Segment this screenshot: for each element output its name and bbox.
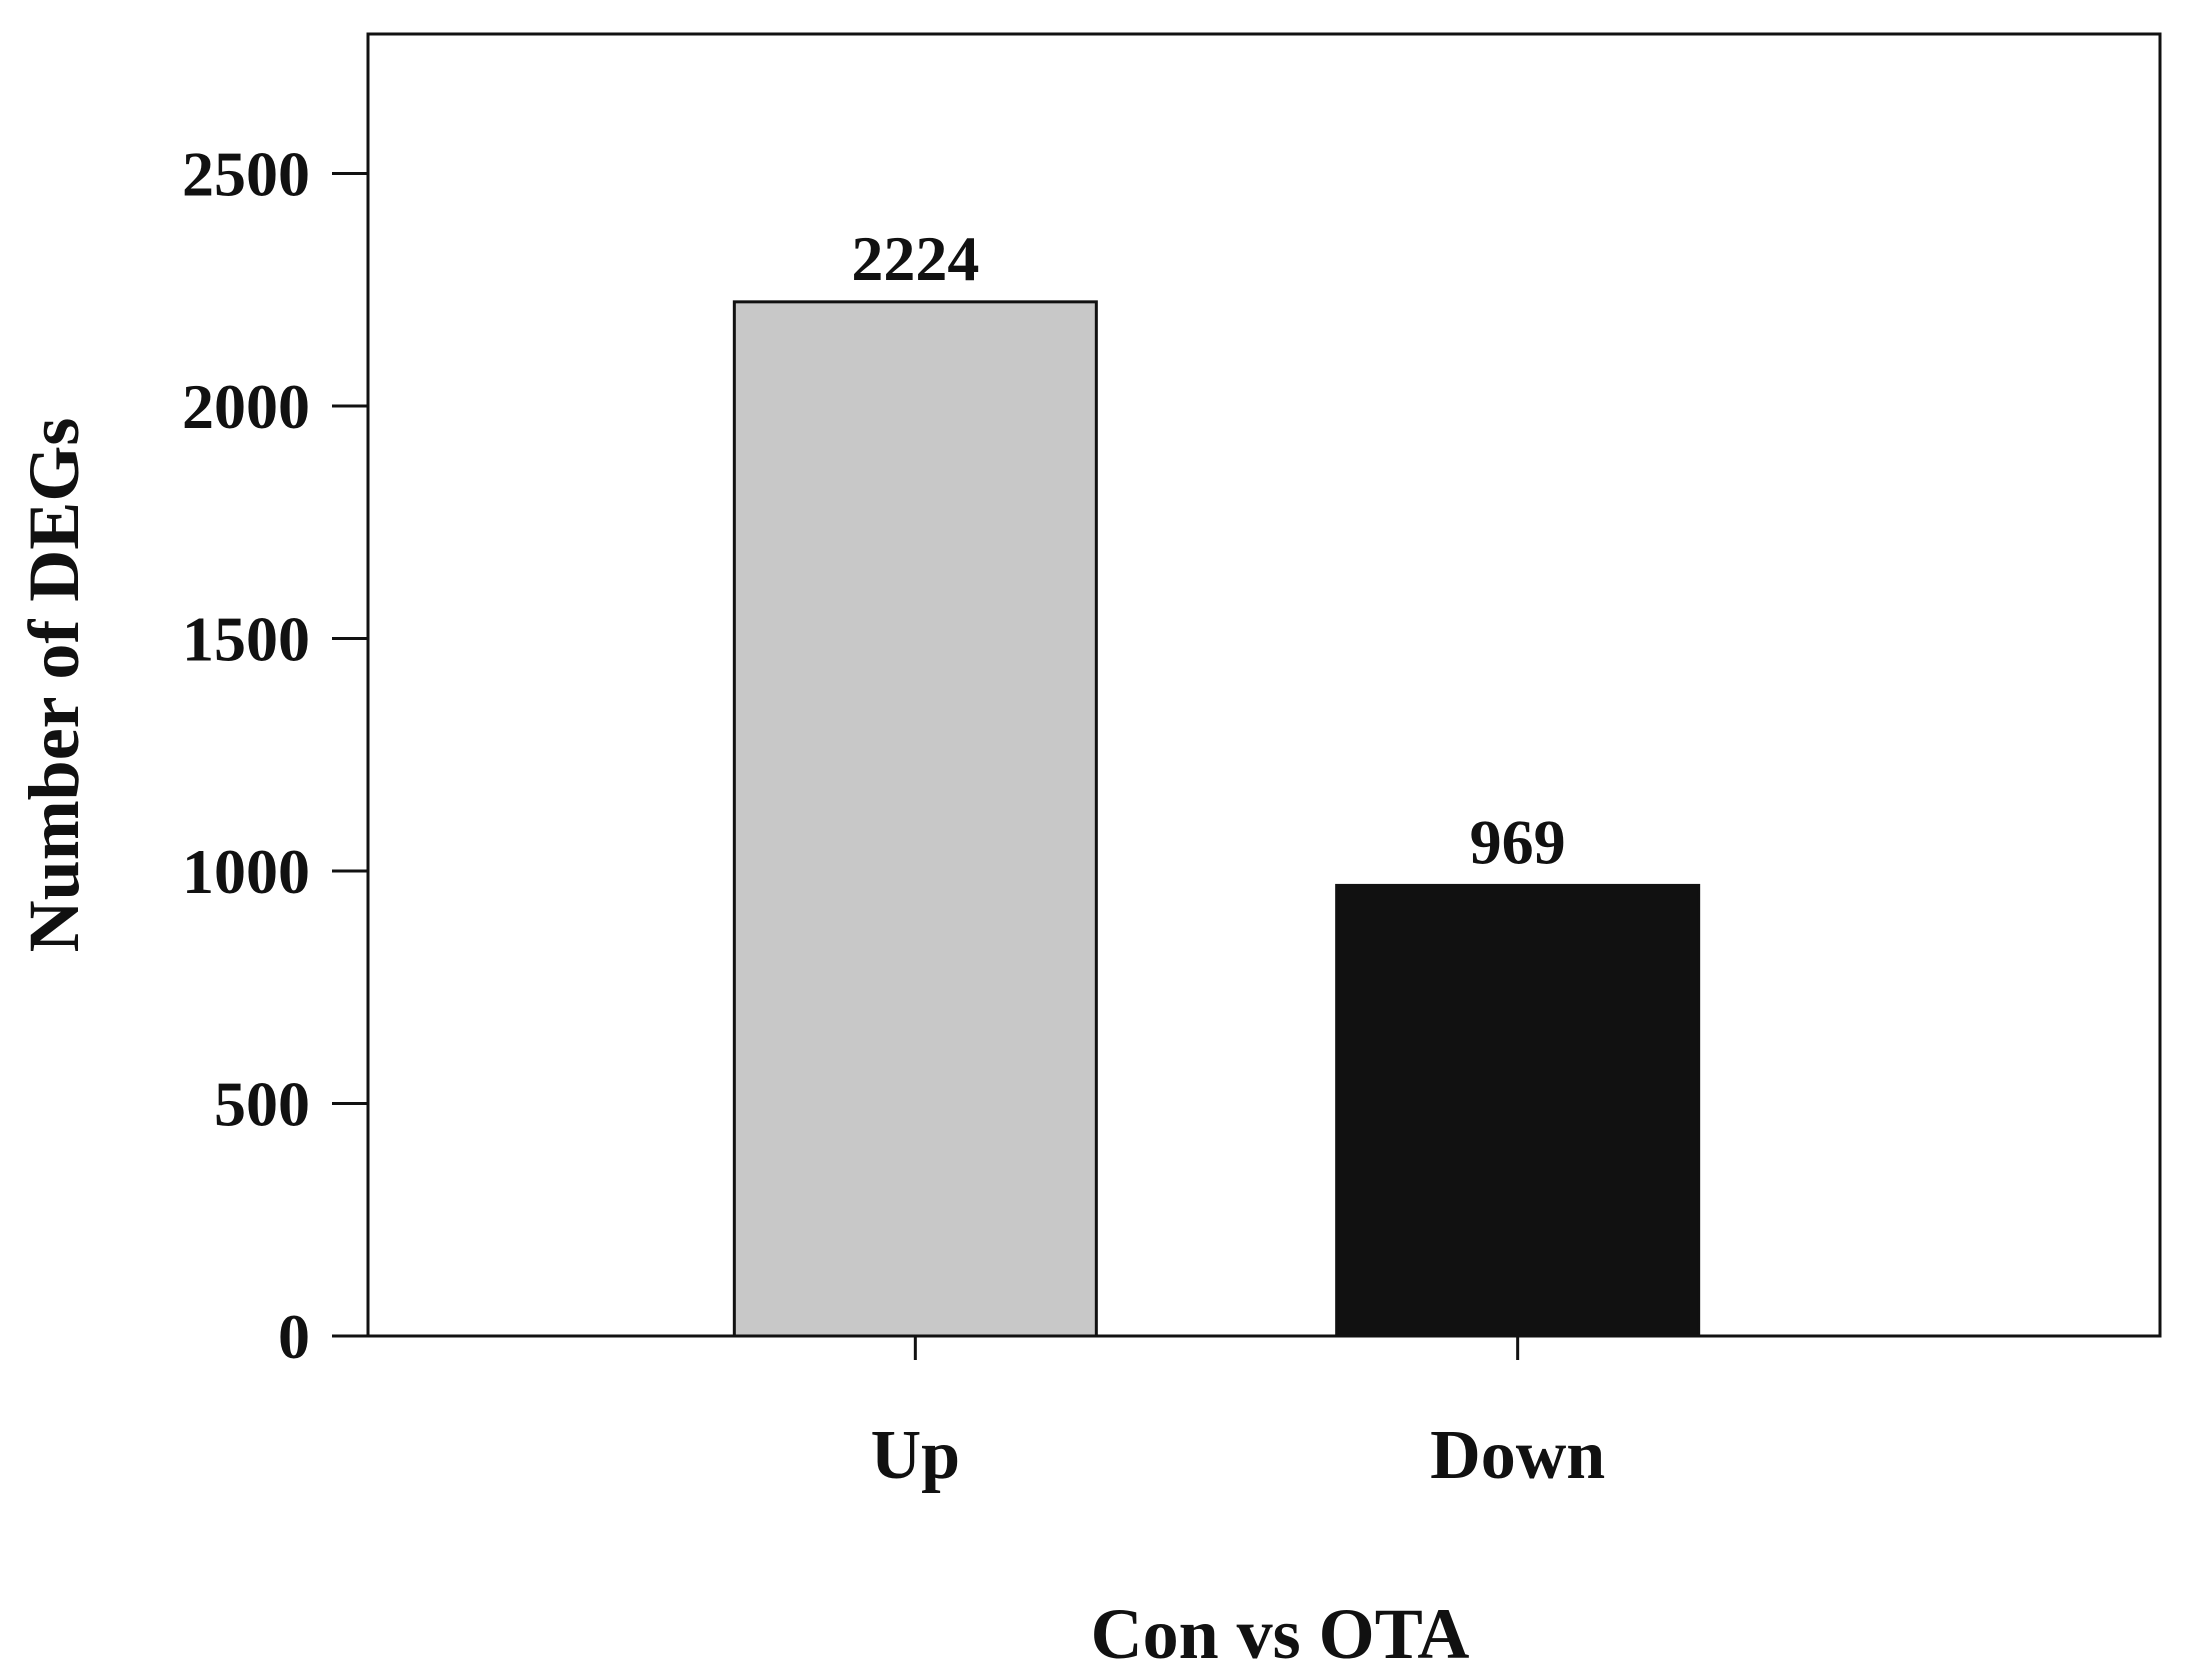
y-tick-label: 2000 [182,371,310,442]
y-tick-label: 500 [214,1069,310,1140]
plot-frame [366,32,2162,1338]
bar-down [1335,883,1701,1338]
bar-up [732,300,1098,1338]
bar-value-label: 2224 [851,223,979,294]
y-tick-label: 1500 [182,604,310,675]
bar-value-label: 969 [1470,806,1566,877]
y-axis-label: Number of DEGs [14,418,94,953]
y-tick-label: 1000 [182,836,310,907]
x-tick-label-down: Down [1430,1417,1605,1494]
bars: 2224 969 [732,223,1701,1338]
x-tick-label-up: Up [871,1417,960,1494]
x-axis: Up Down [871,1336,1605,1494]
y-tick-label: 2500 [182,139,310,210]
y-tick-label: 0 [278,1301,310,1372]
x-axis-label: Con vs OTA [1091,1594,1470,1663]
y-axis: 0 500 1000 1500 2000 2500 [182,139,368,1372]
